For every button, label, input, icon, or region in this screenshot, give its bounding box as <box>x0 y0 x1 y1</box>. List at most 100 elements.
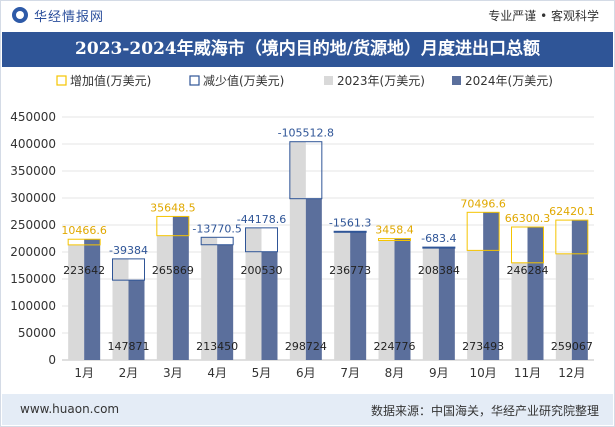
change-label: -44178.6 <box>237 213 286 226</box>
increase-marker <box>511 226 544 264</box>
x-axis: 1月 2月 3月 4月 5月 6月 7月 8月 9月 10月 11月 12月 <box>74 366 585 380</box>
y-tick-label: 450000 <box>10 110 56 124</box>
data-source: 数据来源：中国海关，华经产业研究院整理 <box>370 404 599 418</box>
increase-marker <box>466 211 500 251</box>
bar-2023 <box>511 262 528 360</box>
value-label-2024: 298724 <box>285 340 327 353</box>
change-label: 70496.6 <box>460 197 506 210</box>
value-label-2024: 208384 <box>418 264 460 277</box>
decrease-marker <box>422 246 456 249</box>
value-label-2024: 223642 <box>63 264 105 277</box>
value-label-2024: 147871 <box>108 340 150 353</box>
decrease-marker <box>289 141 323 200</box>
bar-2024 <box>261 251 278 360</box>
legend-2023-swatch <box>324 76 333 85</box>
bar-2024 <box>305 198 322 360</box>
change-label: 62420.1 <box>549 205 595 218</box>
increase-marker <box>555 219 589 255</box>
x-tick-label: 7月 <box>340 366 360 380</box>
footer-url: www.huaon.com <box>20 402 120 416</box>
brand-logo-icon <box>12 7 28 23</box>
value-label-2024: 273493 <box>462 340 504 353</box>
x-tick-label: 4月 <box>207 366 227 380</box>
change-label: 10466.6 <box>61 224 107 237</box>
y-tick-label: 50000 <box>18 326 56 340</box>
legend-label: 增加值(万美元) <box>70 73 151 88</box>
x-tick-label: 1月 <box>74 366 94 380</box>
legend-increase-swatch <box>56 75 67 86</box>
x-tick-label: 9月 <box>429 366 449 380</box>
change-label: -39384 <box>109 244 148 257</box>
x-tick-label: 2月 <box>119 366 139 380</box>
gridlines <box>62 116 594 361</box>
bar-2024 <box>571 220 588 360</box>
y-tick-label: 350000 <box>10 164 56 178</box>
bar-2023 <box>289 141 306 360</box>
value-label-2024: 200530 <box>241 264 283 277</box>
brand-name: 华经情报网 <box>34 9 105 25</box>
bar-2023 <box>112 258 129 360</box>
increase-marker <box>378 238 411 241</box>
increase-marker <box>67 238 101 246</box>
bar-2024 <box>483 212 500 360</box>
value-label-2024: 224776 <box>374 340 416 353</box>
legend-2024-swatch <box>452 76 461 85</box>
footer: www.huaon.com 数据来源：中国海关，华经产业研究院整理 <box>2 394 613 425</box>
value-label-2024: 246284 <box>507 264 549 277</box>
bar-2024 <box>527 227 544 360</box>
bar-2023 <box>68 244 85 360</box>
y-tick-label: 300000 <box>10 191 56 205</box>
y-tick-label: 0 <box>48 353 56 367</box>
chart-area: 增加值(万美元) 减少值(万美元) 2023年(万美元) 2024年(万美元) 0 50… <box>10 73 595 380</box>
y-tick-label: 400000 <box>10 137 56 151</box>
x-tick-label: 3月 <box>163 366 183 380</box>
value-label-2024: 265869 <box>152 264 194 277</box>
bar-2023 <box>378 240 395 360</box>
change-label: -683.4 <box>421 232 456 245</box>
bar-2023 <box>334 231 351 360</box>
x-tick-label: 6月 <box>296 366 316 380</box>
y-tick-label: 250000 <box>10 218 56 232</box>
bars: 223642 147871 265869 213450 200530 298724 2367… <box>63 141 593 360</box>
bar-2024 <box>438 247 455 360</box>
bar-2023 <box>422 247 439 360</box>
decrease-marker <box>112 258 145 281</box>
change-label: -13770.5 <box>192 222 241 235</box>
value-label-2024: 213450 <box>196 340 238 353</box>
change-label: 35648.5 <box>150 201 196 214</box>
x-tick-label: 12月 <box>558 366 585 380</box>
bar-2024 <box>394 238 411 360</box>
decrease-marker <box>200 236 234 246</box>
change-markers: 10466.6-39384 35648.5 -13770.5-44178.6 -105… <box>61 127 595 281</box>
bar-2023 <box>156 235 173 360</box>
bar-2023 <box>467 250 484 360</box>
legend-label: 减少值(万美元) <box>203 73 284 88</box>
x-tick-label: 8月 <box>385 366 405 380</box>
y-axis: 0 50000 100000 150000 200000 250000 300000 3500… <box>10 110 56 367</box>
y-tick-label: 200000 <box>10 245 56 259</box>
bar-2024 <box>350 232 367 360</box>
bar-2024 <box>84 239 101 360</box>
chart-title: 2023-2024年威海市（境内目的地/货源地）月度进出口总额 <box>2 32 613 67</box>
legend-label: 2024年(万美元) <box>465 74 553 88</box>
legend: 增加值(万美元) 减少值(万美元) 2023年(万美元) 2024年(万美元) <box>56 73 553 88</box>
legend-decrease-swatch <box>189 75 200 86</box>
y-tick-label: 150000 <box>10 272 56 286</box>
top-bar: 华经情报网 专业严谨 • 客观科学 <box>2 2 613 28</box>
x-tick-label: 11月 <box>514 366 541 380</box>
change-label: -105512.8 <box>278 127 334 140</box>
change-label: 3458.4 <box>375 224 414 237</box>
x-tick-label: 10月 <box>470 366 497 380</box>
bar-2024 <box>217 244 234 360</box>
bar-2023 <box>245 227 262 360</box>
bar-2024 <box>128 280 145 360</box>
decrease-marker <box>245 227 278 253</box>
bar-2023 <box>555 253 572 360</box>
y-tick-label: 100000 <box>10 299 56 313</box>
value-label-2024: 236773 <box>329 264 371 277</box>
bar-2023 <box>201 237 218 360</box>
brand: 华经情报网 <box>12 6 105 25</box>
legend-label: 2023年(万美元) <box>337 74 425 88</box>
change-label: 66300.3 <box>505 212 551 225</box>
